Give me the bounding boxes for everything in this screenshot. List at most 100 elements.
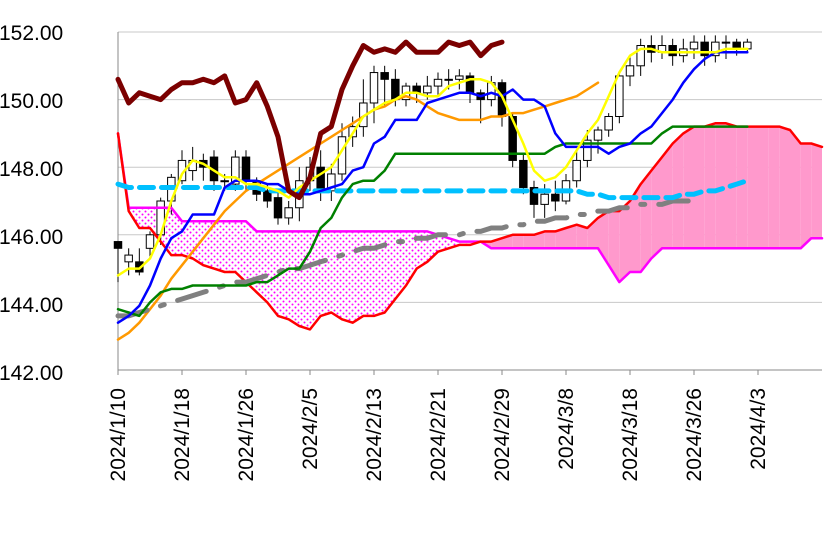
- cloud-segment: [523, 234, 534, 249]
- cloud-segment: [352, 231, 364, 323]
- cloud-segment: [534, 231, 545, 249]
- candle-body: [369, 72, 379, 104]
- plot-area: [113, 35, 824, 341]
- y-tick-label: 150.00: [0, 90, 63, 113]
- series-line-dashed-blue: [115, 178, 750, 201]
- cloud-segment: [491, 238, 502, 249]
- cloud-segment: [288, 231, 300, 327]
- cloud-segment: [224, 221, 236, 272]
- candle-body: [604, 116, 613, 131]
- cloud-segment: [256, 231, 268, 303]
- y-tick-label: 146.00: [0, 226, 63, 249]
- candle-body: [444, 78, 453, 81]
- cloud-segment: [694, 126, 705, 249]
- candle-body: [455, 75, 464, 80]
- cloud-segment: [811, 143, 822, 239]
- cloud-segment: [182, 221, 193, 259]
- series-line-span-b: [116, 132, 824, 284]
- cloud-segment: [768, 126, 780, 249]
- x-tick-label: 2024/1/26: [235, 388, 258, 481]
- cloud-segment: [608, 211, 620, 283]
- cloud-segment: [438, 234, 449, 252]
- cloud-segment: [331, 231, 342, 320]
- candle-body: [241, 156, 251, 182]
- y-tick-label: 142.00: [0, 362, 63, 385]
- candle-body: [380, 72, 389, 80]
- cloud-segment: [736, 126, 748, 249]
- candle-body: [721, 41, 731, 44]
- cloud-segment: [267, 231, 278, 316]
- series-line-tenkan: [116, 51, 749, 324]
- series-line-ma-short: [116, 47, 749, 277]
- cloud-segment: [139, 207, 150, 229]
- cloud-segment: [448, 238, 460, 249]
- candle-body: [615, 75, 624, 118]
- cloud-segment: [672, 133, 684, 249]
- candle-body: [316, 166, 325, 192]
- cloud-segment: [555, 228, 566, 249]
- candle-body: [689, 41, 699, 50]
- x-tick-label: 2024/4/3: [747, 388, 770, 470]
- candle-body: [124, 254, 133, 263]
- cloud-segment: [384, 231, 396, 313]
- cloud-segment: [320, 231, 332, 316]
- series-line-ma-long: [116, 81, 600, 341]
- cloud-segment: [576, 224, 588, 249]
- cloud-segment: [416, 231, 428, 269]
- cloud-segment: [299, 231, 310, 330]
- cloud-segment: [704, 123, 716, 249]
- series-line-dashed-gray: [115, 198, 697, 319]
- x-tick-label: 2024/2/21: [427, 388, 450, 481]
- cloud-segment: [779, 126, 790, 249]
- candle-body: [220, 180, 229, 183]
- x-tick-label: 2024/2/5: [299, 388, 322, 470]
- cloud-segment: [512, 234, 524, 249]
- cloud-segment: [374, 231, 385, 316]
- cloud-segment: [683, 126, 694, 249]
- x-tick-label: 2024/3/18: [619, 388, 642, 481]
- x-tick-label: 2024/2/13: [363, 388, 386, 481]
- series-line-kijun: [116, 125, 749, 318]
- candle-body: [636, 45, 645, 67]
- x-axis-ticks: 2024/1/10 2024/1/18 2024/1/26 2024/2/5 2024/…: [107, 370, 770, 481]
- cloud-segment: [235, 221, 246, 283]
- cloud-segment: [790, 130, 801, 249]
- cloud-segment: [342, 231, 353, 323]
- cloud-segment: [758, 126, 769, 249]
- y-tick-label: 144.00: [0, 294, 63, 317]
- x-tick-label: 2024/3/8: [555, 388, 578, 470]
- cloud-segment: [310, 231, 321, 330]
- candle-body: [529, 186, 539, 205]
- candle-body: [700, 41, 709, 57]
- cloud-segment: [619, 201, 630, 283]
- cloud-segment: [363, 231, 374, 316]
- series-line-chikou: [115, 39, 505, 201]
- cloud-segment: [800, 143, 812, 249]
- candle-body: [263, 190, 272, 202]
- cloud-segment: [214, 221, 225, 272]
- candle-body: [231, 156, 240, 185]
- y-tick-label: 148.00: [0, 158, 63, 181]
- candle-body: [572, 159, 581, 182]
- candle-body: [551, 193, 560, 202]
- candle-body: [519, 159, 528, 188]
- candle-body: [423, 85, 432, 94]
- candle-body: [284, 207, 293, 219]
- candle-body: [583, 139, 592, 161]
- x-tick-label: 2024/1/10: [107, 388, 130, 481]
- cloud-segment: [715, 123, 726, 249]
- cloud-segment: [630, 184, 641, 272]
- cloud-segment: [395, 231, 406, 300]
- cloud-segment: [544, 231, 556, 249]
- candle-body: [540, 193, 549, 205]
- y-axis-ticks: 152.00 150.00 148.00 146.00 144.00 142.0…: [0, 22, 63, 385]
- cloud-segment: [651, 157, 662, 259]
- candle-body: [625, 65, 635, 77]
- candle-body: [113, 241, 123, 249]
- cloud-segment: [747, 126, 758, 249]
- x-tick-label: 2024/3/26: [683, 388, 706, 481]
- candle-body: [273, 197, 283, 219]
- x-tick-label: 2024/1/18: [171, 388, 194, 481]
- candle-body: [711, 41, 720, 57]
